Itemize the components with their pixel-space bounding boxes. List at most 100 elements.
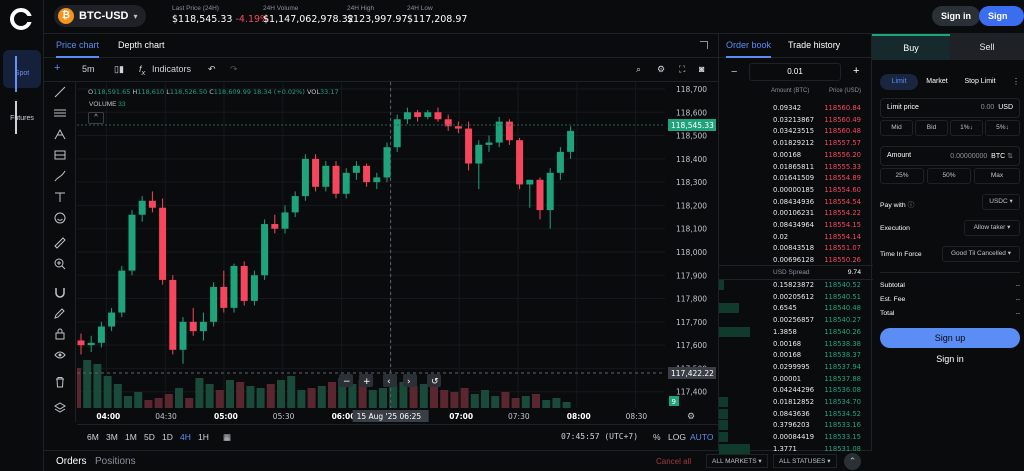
- bid-row[interactable]: 0.00205612 118540.51: [719, 291, 873, 303]
- cancel-all-button[interactable]: Cancel all: [656, 457, 692, 466]
- ask-row[interactable]: 0.00168 118556.20: [719, 149, 873, 161]
- fib-icon[interactable]: [54, 149, 66, 161]
- date-range-icon[interactable]: ▦: [223, 432, 232, 442]
- buy-tab[interactable]: Buy: [872, 34, 950, 60]
- pay-with-select[interactable]: USDC ▾: [982, 194, 1020, 210]
- fx-icon[interactable]: fx: [139, 64, 145, 77]
- ask-row[interactable]: 0.08434936 118554.54: [719, 196, 873, 208]
- fullscreen-icon[interactable]: ⛶: [679, 64, 686, 74]
- auto-toggle[interactable]: AUTO: [690, 432, 714, 442]
- swap-icon[interactable]: ⇅: [1007, 153, 1013, 160]
- ask-row[interactable]: 0.00843518 118551.07: [719, 242, 873, 254]
- more-options-icon[interactable]: ⋮: [1012, 77, 1020, 86]
- emoji-icon[interactable]: [54, 212, 66, 224]
- expand-up-icon[interactable]: ⌃: [844, 453, 861, 470]
- zoom-out-button[interactable]: [339, 374, 353, 387]
- sign-up-button[interactable]: Sign up: [979, 6, 1024, 41]
- ask-row[interactable]: 0.01865811 118555.33: [719, 161, 873, 173]
- bid-row[interactable]: 0.00168 118538.38: [719, 338, 873, 350]
- ask-row[interactable]: 0.00106231 118554.22: [719, 207, 873, 219]
- limit-price-input[interactable]: 0.00 USD: [981, 104, 1013, 111]
- amount-input[interactable]: 0.00000000 BTC ⇅: [950, 152, 1013, 160]
- bid-row[interactable]: 0.15823872 118540.52: [719, 279, 873, 291]
- horizontal-lines-icon[interactable]: [54, 107, 66, 119]
- bid-row[interactable]: 0.00168 118538.37: [719, 349, 873, 361]
- tif-select[interactable]: Good Til Cancelled ▾: [942, 246, 1020, 262]
- chip-max[interactable]: Max: [974, 168, 1020, 184]
- bid-row[interactable]: 1.3858 118540.26: [719, 326, 873, 338]
- scroll-left-button[interactable]: [383, 374, 397, 387]
- pitchfork-icon[interactable]: [54, 128, 66, 140]
- crosshair-icon[interactable]: +: [54, 62, 61, 74]
- ask-row[interactable]: 0.09342 118560.84: [719, 102, 873, 114]
- gear-icon[interactable]: ⚙: [657, 64, 666, 74]
- undo-icon[interactable]: ↶: [208, 64, 216, 74]
- trend-line-icon[interactable]: [54, 86, 66, 98]
- amount-field[interactable]: Amount 0.00000000 BTC ⇅: [880, 146, 1020, 166]
- ruler-icon[interactable]: [54, 237, 66, 249]
- ask-row[interactable]: 0.02 118554.14: [719, 231, 873, 243]
- bid-row[interactable]: 0.00001 118537.88: [719, 373, 873, 385]
- chip-mid[interactable]: Mid: [880, 120, 913, 136]
- collapse-legend-button[interactable]: ^: [88, 112, 104, 124]
- pair-selector[interactable]: ₿ BTC-USD ▾: [54, 5, 146, 27]
- tf-5d[interactable]: 5D: [144, 432, 155, 442]
- rail-item-futures[interactable]: Futures: [3, 95, 41, 134]
- tf-4h[interactable]: 4H: [180, 432, 191, 442]
- all-markets-select[interactable]: ALL MARKETS ▾: [706, 454, 768, 468]
- tab-price-chart[interactable]: Price chart: [56, 40, 100, 58]
- tab-positions[interactable]: Positions: [95, 456, 136, 467]
- chip-5pct-down[interactable]: 5%↓: [985, 120, 1020, 136]
- tab-trade-history[interactable]: Trade history: [788, 40, 841, 50]
- chip-25pct[interactable]: 25%: [880, 168, 924, 184]
- bid-row[interactable]: 0.04244296 118536.08: [719, 384, 873, 396]
- zoom-in-button[interactable]: [359, 374, 373, 387]
- candle-type-icon[interactable]: ▯▮: [114, 64, 124, 74]
- candlestick-chart[interactable]: 118,700 118,600 118,500 118,400 118,300 118,2…: [73, 82, 718, 424]
- bid-row[interactable]: 0.00084419 118533.15: [719, 431, 873, 443]
- bid-row[interactable]: 1.3771 118531.08: [719, 443, 873, 455]
- trade-sign-in-link[interactable]: Sign in: [936, 354, 964, 364]
- ask-row[interactable]: 0.01641509 118554.89: [719, 172, 873, 184]
- camera-icon[interactable]: ◙: [699, 64, 705, 74]
- ask-row[interactable]: 0.00696128 118550.26: [719, 254, 873, 266]
- bid-row[interactable]: 0.0299995 118537.94: [719, 361, 873, 373]
- indicators-button[interactable]: Indicators: [152, 64, 192, 74]
- coinbase-logo[interactable]: [10, 8, 33, 30]
- tf-1d[interactable]: 1D: [162, 432, 173, 442]
- bid-row[interactable]: 0.0843636 118534.52: [719, 408, 873, 420]
- price-chart[interactable]: 118,700 118,600 118,500 118,400 118,300 118,2…: [73, 82, 718, 424]
- ask-row[interactable]: 0.03213867 118560.49: [719, 114, 873, 126]
- eye-icon[interactable]: [54, 349, 66, 361]
- trade-sign-up-button[interactable]: Sign up: [880, 328, 1020, 348]
- layers-icon[interactable]: [54, 402, 66, 414]
- tick-increase-button[interactable]: +: [853, 65, 860, 77]
- redo-icon[interactable]: ↷: [230, 64, 238, 74]
- ask-row[interactable]: 0.01829212 118557.57: [719, 137, 873, 149]
- limit-price-field[interactable]: Limit price 0.00 USD: [880, 98, 1020, 118]
- interval-selector[interactable]: 5m: [82, 64, 95, 74]
- percent-toggle[interactable]: %: [653, 432, 661, 442]
- sell-tab[interactable]: Sell: [950, 34, 1024, 60]
- tf-1h[interactable]: 1H: [198, 432, 209, 442]
- order-type-limit[interactable]: Limit: [880, 74, 918, 90]
- trash-icon[interactable]: [54, 376, 66, 388]
- tf-6m[interactable]: 6M: [87, 432, 99, 442]
- tab-depth-chart[interactable]: Depth chart: [118, 40, 165, 50]
- zoom-in-icon[interactable]: [54, 258, 66, 270]
- tab-orders[interactable]: Orders: [56, 456, 87, 467]
- lock-icon[interactable]: [54, 328, 66, 340]
- brush-icon[interactable]: [54, 170, 66, 182]
- bid-row[interactable]: 0.6545 118540.48: [719, 302, 873, 314]
- tf-1m[interactable]: 1M: [125, 432, 137, 442]
- zoom-search-icon[interactable]: ⌕: [636, 64, 642, 74]
- tf-3m[interactable]: 3M: [106, 432, 118, 442]
- tick-decrease-button[interactable]: −: [731, 66, 738, 78]
- ask-row[interactable]: 0.00000185 118554.60: [719, 184, 873, 196]
- sign-in-button[interactable]: Sign in: [932, 6, 980, 26]
- expand-icon[interactable]: [700, 41, 708, 49]
- bid-row[interactable]: 0.01812852 118534.70: [719, 396, 873, 408]
- text-tool-icon[interactable]: [54, 191, 66, 203]
- info-icon[interactable]: ⓘ: [907, 202, 915, 209]
- chip-50pct[interactable]: 50%: [927, 168, 971, 184]
